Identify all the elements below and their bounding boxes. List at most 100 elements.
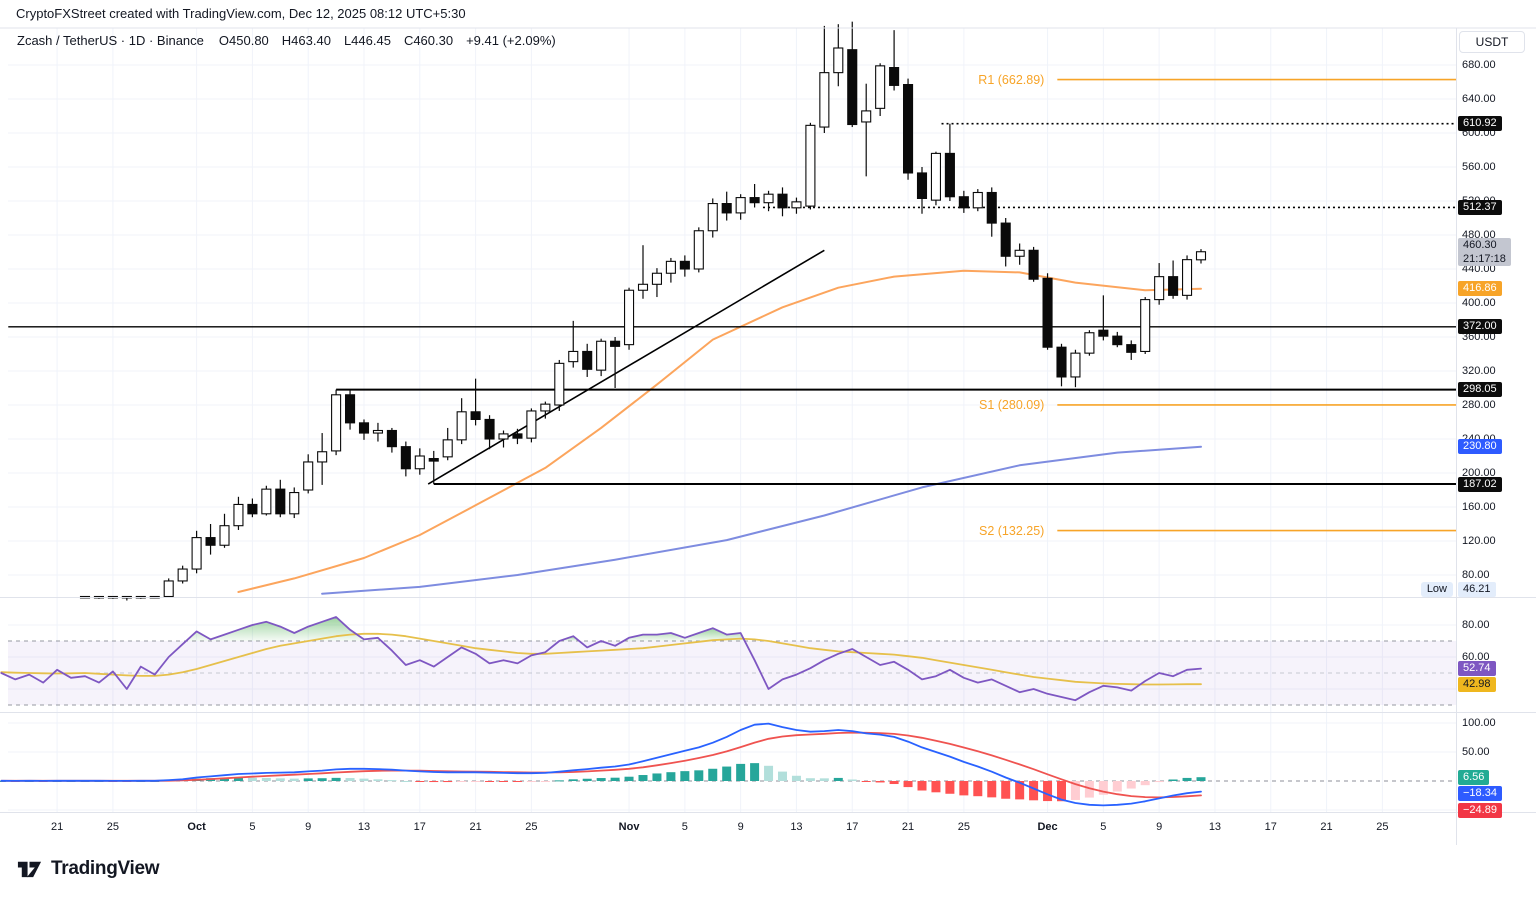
candle-down [1112, 335, 1123, 346]
candle-down [275, 488, 286, 515]
macd-histogram-bar [526, 781, 536, 782]
macd-histogram-bar [875, 781, 885, 783]
macd-histogram-bar [1196, 777, 1206, 781]
symbol-title-bar: Zcash / TetherUS · 1D · Binance O450.80 … [17, 33, 556, 48]
macd-histogram-bar [247, 777, 257, 781]
candle-up [651, 272, 663, 285]
candle-down [247, 503, 258, 515]
macd-histogram-bar [1029, 781, 1039, 801]
macd-histogram-bar [1001, 781, 1011, 799]
candle-down [958, 196, 969, 209]
candle-up [191, 537, 202, 570]
macd-histogram-bar [512, 781, 522, 782]
macd-histogram-bar [973, 781, 983, 797]
candle-down [749, 197, 760, 204]
macd-histogram-bar [750, 763, 760, 781]
candle-up [861, 110, 872, 123]
macd-histogram-bar [289, 778, 299, 781]
rsi-overbought-fill [623, 628, 745, 641]
macd-histogram-bar [917, 781, 927, 791]
rsi-ma-line [0, 632, 1202, 686]
macd-histogram-bar [959, 781, 969, 796]
ohlc-change: +9.41 (+2.09%) [466, 33, 556, 48]
trendline [427, 249, 825, 485]
macd-histogram-bar [833, 777, 843, 781]
macd-histogram-bar [1154, 781, 1164, 783]
macd-histogram-bar [220, 777, 229, 781]
macd-histogram-bar [1126, 781, 1136, 789]
macd-histogram-bar [429, 781, 439, 783]
candle-up [596, 340, 607, 371]
candle-up [1140, 299, 1151, 353]
candle-up [1182, 259, 1193, 296]
candle-down [205, 537, 216, 546]
macd-histogram-bar [331, 777, 341, 781]
macd-histogram-bar [345, 778, 355, 781]
macd-histogram-bar [485, 781, 495, 782]
candle-down [1000, 222, 1011, 257]
macd-histogram-bar [805, 778, 815, 781]
candle-up [930, 152, 942, 201]
macd-histogram-bar [554, 780, 564, 782]
candle-down [679, 260, 690, 270]
candle-down [1028, 249, 1039, 280]
candle-up [1154, 276, 1165, 301]
candle-down [512, 433, 523, 439]
macd-histogram-bar [987, 781, 997, 798]
macd-histogram-bar [736, 763, 746, 781]
macd-histogram-bar [945, 781, 955, 794]
ohlc-open: O450.80 [218, 33, 269, 48]
candle-down [470, 411, 481, 420]
candle-down [1042, 277, 1053, 348]
macd-histogram-bar [373, 779, 383, 781]
candle-up [568, 350, 579, 363]
candle-up [1195, 251, 1207, 261]
candle-up [791, 201, 802, 209]
macd-histogram-bar [1140, 781, 1150, 786]
macd-histogram-bar [1043, 781, 1053, 802]
candle-down [610, 340, 621, 347]
macd-histogram-bar [1112, 781, 1122, 792]
macd-histogram-bar [1070, 781, 1080, 800]
candle-down [582, 350, 593, 370]
macd-histogram-bar [401, 781, 411, 782]
candle-up [1084, 332, 1095, 354]
candle-down [400, 446, 411, 470]
candle-down [358, 422, 370, 434]
candle-up [1014, 249, 1025, 257]
macd-histogram-bar [317, 778, 327, 781]
candle-up [219, 525, 230, 546]
candle-down [1056, 346, 1067, 378]
candle-up [317, 451, 328, 463]
macd-histogram-bar [1098, 781, 1108, 795]
candle-up [442, 439, 453, 458]
currency-unit-button[interactable]: USDT [1459, 31, 1525, 53]
candle-up [456, 411, 467, 441]
macd-histogram-bar [359, 778, 369, 781]
tradingview-logo-icon [17, 861, 42, 878]
macd-histogram-bar [694, 770, 704, 781]
macd-histogram-bar [764, 765, 774, 781]
symbol-name: Zcash / TetherUS · 1D · Binance [17, 33, 204, 48]
candle-up [665, 260, 676, 274]
macd-histogram-bar [596, 778, 606, 781]
macd-histogram-bar [275, 778, 285, 781]
candle-down [1126, 344, 1137, 353]
candle-up [540, 403, 551, 412]
macd-histogram-bar [791, 775, 801, 781]
macd-histogram-bar [415, 781, 425, 782]
macd-histogram-bar [540, 781, 550, 782]
macd-histogram-bar [1015, 781, 1025, 800]
macd-histogram-bar [457, 781, 467, 782]
candle-up [763, 193, 774, 204]
macd-histogram-bar [889, 781, 899, 785]
candle-up [498, 433, 509, 440]
candle-down [1168, 276, 1179, 296]
macd-histogram-bar [778, 771, 787, 781]
candle-down [889, 67, 900, 86]
candle-up [177, 568, 188, 582]
tradingview-logo[interactable]: TradingView [16, 855, 160, 882]
macd-histogram-bar [861, 781, 871, 782]
macd-histogram-bar [624, 776, 634, 781]
